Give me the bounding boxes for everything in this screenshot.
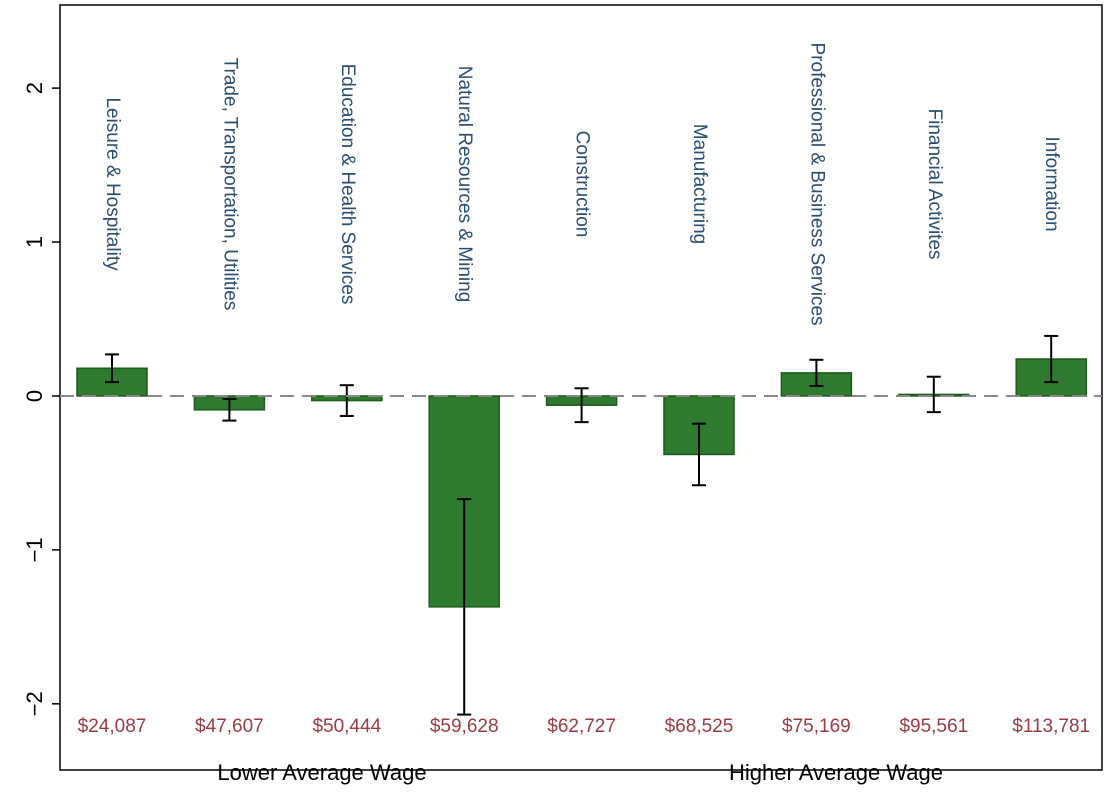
category-label: Leisure & Hospitality: [102, 97, 123, 271]
category-label: Trade, Transportation, Utilities: [219, 58, 240, 311]
x-group-label: Higher Average Wage: [729, 760, 943, 785]
category-label: Information: [1041, 136, 1062, 231]
category-label: Financial Activites: [924, 108, 945, 259]
y-tick-label: −2: [22, 691, 47, 716]
category-label: Education & Health Services: [337, 64, 358, 305]
wage-label: $75,169: [782, 716, 851, 737]
wage-label: $47,607: [195, 716, 264, 737]
wage-label: $95,561: [899, 716, 968, 737]
y-tick-label: −1: [22, 537, 47, 562]
y-tick-label: 0: [22, 390, 47, 402]
wage-label: $113,781: [1012, 716, 1090, 737]
wage-label: $59,628: [430, 716, 499, 737]
category-label: Natural Resources & Mining: [454, 66, 475, 303]
wage-label: $24,087: [78, 716, 147, 737]
y-tick-label: 2: [22, 82, 47, 94]
category-label: Manufacturing: [689, 124, 710, 244]
category-label: Professional & Business Services: [806, 42, 827, 325]
category-label: Construction: [572, 131, 593, 238]
wage-label: $50,444: [312, 716, 381, 737]
plot-frame: [59, 4, 1103, 771]
y-tick-label: 1: [22, 236, 47, 248]
wage-label: $62,727: [547, 716, 616, 737]
wage-label: $68,525: [665, 716, 734, 737]
x-group-label: Lower Average Wage: [217, 760, 426, 785]
